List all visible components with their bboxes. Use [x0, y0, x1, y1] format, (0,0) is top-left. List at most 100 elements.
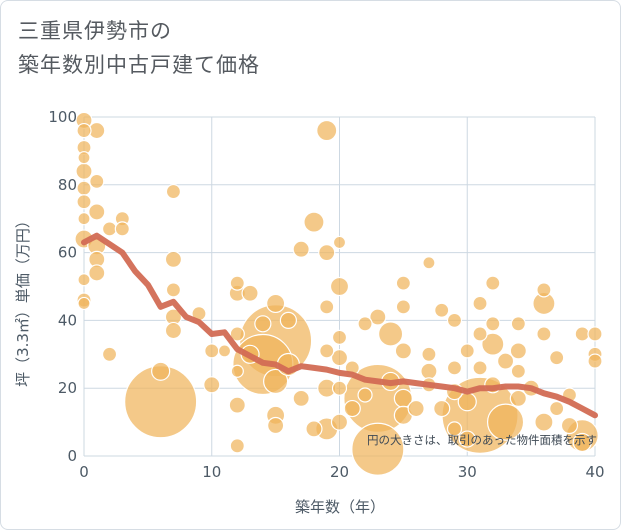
- bubble-point: [536, 282, 552, 298]
- bubble-point: [203, 376, 221, 394]
- x-tick-label: 0: [79, 463, 89, 481]
- bubble-point: [433, 399, 451, 418]
- bubble-point: [228, 396, 246, 414]
- bubble-point: [357, 316, 373, 332]
- bubble-point: [395, 275, 411, 291]
- x-tick-label: 40: [585, 463, 604, 481]
- y-tick-label: 60: [58, 244, 77, 262]
- bubble-point: [76, 180, 92, 196]
- bubble-point: [481, 332, 505, 356]
- bubble-point: [89, 173, 105, 190]
- bubble-point: [88, 264, 106, 282]
- bubble-point: [77, 273, 91, 287]
- bubble-point: [230, 364, 244, 378]
- bubble-point: [486, 403, 525, 441]
- bubble-point: [101, 346, 118, 362]
- x-tick-labels: 0 10 20 30 40: [79, 463, 604, 481]
- x-tick-label: 10: [202, 463, 221, 481]
- bubble-point: [165, 282, 182, 298]
- bubble-point: [446, 360, 463, 376]
- bubble-point: [446, 312, 463, 328]
- chart-title-line-2: 築年数別中古戸建て価格: [18, 53, 260, 77]
- bubble-point: [151, 361, 171, 381]
- bubble-point: [407, 399, 425, 418]
- y-tick-labels: 0 20 40 60 80 100: [48, 108, 77, 465]
- bubble-point: [316, 119, 338, 142]
- bubble-point: [303, 211, 325, 233]
- bubble-point: [394, 342, 412, 360]
- bubble-point: [459, 343, 475, 359]
- bubble-point: [331, 329, 348, 345]
- bubble-point: [229, 438, 245, 454]
- bubble-point: [165, 183, 182, 200]
- bubble-point: [420, 362, 438, 380]
- bubble-point: [509, 342, 527, 360]
- bubble-point: [77, 151, 91, 165]
- bubble-point: [319, 343, 335, 359]
- bubble-point: [485, 316, 501, 332]
- bubble-point: [318, 244, 336, 262]
- bubble-point: [77, 296, 91, 311]
- bubble-point: [369, 308, 387, 326]
- bubble-point: [510, 363, 526, 379]
- bubble-point: [357, 387, 373, 403]
- bubble-point: [217, 344, 232, 358]
- chart-title: 三重県伊勢市の 築年数別中古戸建て価格: [18, 14, 260, 82]
- x-tick-label: 20: [330, 463, 349, 481]
- bubbles-layer: [74, 111, 603, 476]
- bubble-point: [329, 276, 350, 297]
- bubble-point: [254, 315, 272, 333]
- bubble-point: [422, 256, 436, 270]
- y-tick-label: 100: [48, 108, 77, 126]
- bubble-point: [587, 353, 603, 369]
- bubble-point: [114, 221, 130, 237]
- bubble-point: [472, 360, 488, 376]
- bubble-point: [263, 368, 289, 395]
- y-tick-label: 0: [67, 447, 77, 465]
- bubble-point: [351, 422, 405, 476]
- bubble-point: [332, 235, 347, 250]
- bubble-point: [536, 326, 552, 342]
- bubble-point: [446, 421, 463, 437]
- bubble-point: [266, 293, 286, 314]
- bubble-point: [510, 316, 526, 332]
- bubble-point: [319, 299, 335, 315]
- bubble-point: [587, 326, 603, 342]
- x-tick-label: 30: [458, 463, 477, 481]
- bubble-point: [331, 380, 348, 396]
- bubble-point: [229, 326, 245, 342]
- y-tick-label: 80: [58, 176, 77, 194]
- bubble-point: [434, 302, 450, 318]
- bubble-point: [204, 343, 220, 359]
- x-axis-label: 築年数（年）: [295, 498, 385, 516]
- bubble-point: [267, 416, 285, 435]
- bubble-point: [305, 420, 323, 438]
- bubble-point: [509, 389, 527, 407]
- bubble-point: [292, 389, 310, 407]
- bubble-point: [395, 299, 411, 315]
- bubble-point: [549, 350, 565, 366]
- bubble-point: [330, 349, 349, 367]
- y-tick-label: 40: [58, 311, 77, 329]
- bubble-size-note: 円の大きさは、取引のあった物件面積を示す: [367, 433, 597, 447]
- bubble-point: [76, 122, 92, 139]
- bubble-point: [421, 346, 437, 362]
- bubble-point: [88, 203, 106, 221]
- bubble-point: [241, 284, 259, 302]
- bubble-point: [485, 275, 501, 291]
- bubble-point: [343, 399, 361, 418]
- bubble-point: [229, 275, 245, 291]
- chart-title-line-1: 三重県伊勢市の: [18, 19, 172, 43]
- bubble-point: [472, 295, 488, 312]
- bubble-point: [549, 400, 565, 417]
- bubble-point: [574, 326, 590, 342]
- bubble-point: [164, 250, 183, 268]
- bubble-point: [75, 162, 93, 180]
- bubble-point: [572, 432, 592, 453]
- bubble-point: [279, 311, 297, 329]
- bubble-point: [76, 194, 92, 210]
- bubble-point: [77, 212, 91, 226]
- bubble-point: [292, 240, 310, 258]
- bubble-point: [496, 352, 515, 370]
